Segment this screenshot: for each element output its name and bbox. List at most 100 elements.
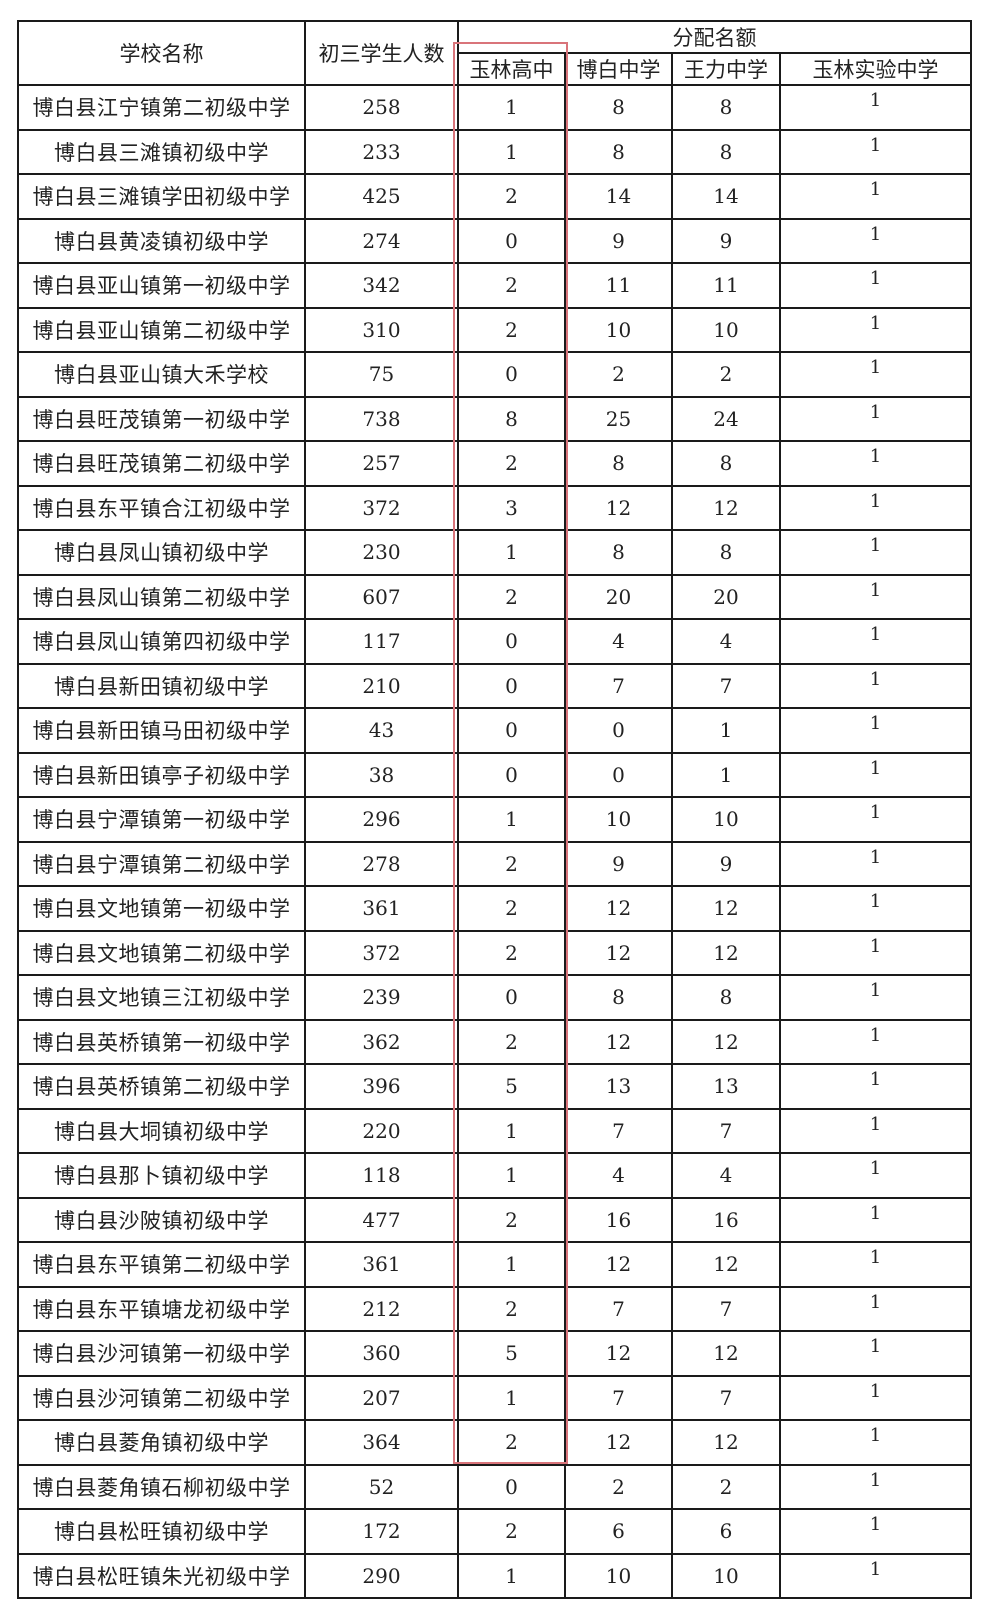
school-name: 博白县松旺镇朱光初级中学 xyxy=(17,1552,306,1599)
student-count: 210 xyxy=(304,662,459,709)
yulin-experimental-quota: 1 xyxy=(779,573,972,620)
school-name: 博白县旺茂镇第二初级中学 xyxy=(17,440,306,487)
table-row: 博白县东平镇合江初级中学 372 3 12 12 1 xyxy=(17,484,972,531)
yulin-experimental-quota: 1 xyxy=(779,1241,972,1288)
student-count: 361 xyxy=(304,885,459,932)
table-row: 博白县沙河镇第一初级中学 360 5 12 12 1 xyxy=(17,1330,972,1377)
yulin-experimental-quota: 1 xyxy=(779,662,972,709)
yulin-high-quota: 5 xyxy=(457,1330,566,1377)
student-count: 296 xyxy=(304,796,459,843)
wangli-middle-quota: 12 xyxy=(671,929,781,976)
bobai-middle-quota: 8 xyxy=(564,84,673,131)
school-name: 博白县三滩镇初级中学 xyxy=(17,128,306,175)
bobai-middle-quota: 8 xyxy=(564,440,673,487)
wangli-middle-quota: 9 xyxy=(671,840,781,887)
student-count: 230 xyxy=(304,529,459,576)
bobai-middle-quota: 6 xyxy=(564,1508,673,1555)
yulin-experimental-quota: 1 xyxy=(779,1374,972,1421)
student-count: 425 xyxy=(304,173,459,220)
yulin-experimental-quota: 1 xyxy=(779,1285,972,1332)
bobai-middle-quota: 20 xyxy=(564,573,673,620)
school-name: 博白县宁潭镇第一初级中学 xyxy=(17,796,306,843)
wangli-middle-quota: 12 xyxy=(671,1419,781,1466)
wangli-middle-quota: 7 xyxy=(671,1374,781,1421)
bobai-middle-quota: 12 xyxy=(564,1018,673,1065)
student-count: 361 xyxy=(304,1241,459,1288)
wangli-middle-quota: 20 xyxy=(671,573,781,620)
header-allocation: 分配名额 xyxy=(457,20,972,54)
school-name: 博白县那卜镇初级中学 xyxy=(17,1152,306,1199)
yulin-experimental-quota: 1 xyxy=(779,1107,972,1154)
wangli-middle-quota: 6 xyxy=(671,1508,781,1555)
student-count: 372 xyxy=(304,929,459,976)
header-wangli-middle: 王力中学 xyxy=(671,52,781,86)
bobai-middle-quota: 12 xyxy=(564,484,673,531)
wangli-middle-quota: 7 xyxy=(671,662,781,709)
table-row: 博白县旺茂镇第二初级中学 257 2 8 8 1 xyxy=(17,440,972,487)
wangli-middle-quota: 10 xyxy=(671,1552,781,1599)
wangli-middle-quota: 24 xyxy=(671,395,781,442)
bobai-middle-quota: 12 xyxy=(564,1330,673,1377)
yulin-high-quota: 1 xyxy=(457,529,566,576)
yulin-high-quota: 2 xyxy=(457,885,566,932)
school-name: 博白县黄凌镇初级中学 xyxy=(17,217,306,264)
yulin-high-quota: 1 xyxy=(457,84,566,131)
yulin-experimental-quota: 1 xyxy=(779,1419,972,1466)
school-name: 博白县松旺镇初级中学 xyxy=(17,1508,306,1555)
yulin-experimental-quota: 1 xyxy=(779,885,972,932)
student-count: 212 xyxy=(304,1285,459,1332)
school-name: 博白县江宁镇第二初级中学 xyxy=(17,84,306,131)
bobai-middle-quota: 12 xyxy=(564,1241,673,1288)
yulin-high-quota: 1 xyxy=(457,128,566,175)
table-row: 博白县凤山镇第四初级中学 117 0 4 4 1 xyxy=(17,618,972,665)
wangli-middle-quota: 12 xyxy=(671,484,781,531)
bobai-middle-quota: 7 xyxy=(564,1374,673,1421)
wangli-middle-quota: 8 xyxy=(671,128,781,175)
table-row: 博白县新田镇亭子初级中学 38 0 0 1 1 xyxy=(17,751,972,798)
yulin-experimental-quota: 1 xyxy=(779,1463,972,1510)
yulin-high-quota: 8 xyxy=(457,395,566,442)
school-name: 博白县沙陂镇初级中学 xyxy=(17,1196,306,1243)
yulin-high-quota: 2 xyxy=(457,1018,566,1065)
yulin-high-quota: 2 xyxy=(457,262,566,309)
student-count: 257 xyxy=(304,440,459,487)
student-count: 362 xyxy=(304,1018,459,1065)
school-name: 博白县沙河镇第一初级中学 xyxy=(17,1330,306,1377)
yulin-high-quota: 0 xyxy=(457,217,566,264)
table-row: 博白县英桥镇第二初级中学 396 5 13 13 1 xyxy=(17,1063,972,1110)
bobai-middle-quota: 14 xyxy=(564,173,673,220)
bobai-middle-quota: 4 xyxy=(564,618,673,665)
school-name: 博白县文地镇第二初级中学 xyxy=(17,929,306,976)
yulin-high-quota: 2 xyxy=(457,573,566,620)
school-name: 博白县英桥镇第一初级中学 xyxy=(17,1018,306,1065)
table-row: 博白县旺茂镇第一初级中学 738 8 25 24 1 xyxy=(17,395,972,442)
wangli-middle-quota: 16 xyxy=(671,1196,781,1243)
wangli-middle-quota: 13 xyxy=(671,1063,781,1110)
wangli-middle-quota: 11 xyxy=(671,262,781,309)
yulin-experimental-quota: 1 xyxy=(779,840,972,887)
bobai-middle-quota: 0 xyxy=(564,707,673,754)
school-name: 博白县东平镇第二初级中学 xyxy=(17,1241,306,1288)
bobai-middle-quota: 12 xyxy=(564,929,673,976)
student-count: 38 xyxy=(304,751,459,798)
wangli-middle-quota: 4 xyxy=(671,618,781,665)
student-count: 738 xyxy=(304,395,459,442)
bobai-middle-quota: 7 xyxy=(564,1285,673,1332)
wangli-middle-quota: 12 xyxy=(671,1018,781,1065)
school-name: 博白县凤山镇第四初级中学 xyxy=(17,618,306,665)
yulin-high-quota: 0 xyxy=(457,751,566,798)
yulin-high-quota: 1 xyxy=(457,1374,566,1421)
table-row: 博白县新田镇马田初级中学 43 0 0 1 1 xyxy=(17,707,972,754)
table-row: 博白县宁潭镇第一初级中学 296 1 10 10 1 xyxy=(17,796,972,843)
bobai-middle-quota: 8 xyxy=(564,128,673,175)
yulin-high-quota: 2 xyxy=(457,929,566,976)
student-count: 274 xyxy=(304,217,459,264)
bobai-middle-quota: 11 xyxy=(564,262,673,309)
school-name: 博白县凤山镇第二初级中学 xyxy=(17,573,306,620)
student-count: 607 xyxy=(304,573,459,620)
table-row: 博白县亚山镇第二初级中学 310 2 10 10 1 xyxy=(17,306,972,353)
student-count: 290 xyxy=(304,1552,459,1599)
bobai-middle-quota: 13 xyxy=(564,1063,673,1110)
yulin-high-quota: 1 xyxy=(457,1152,566,1199)
student-count: 239 xyxy=(304,974,459,1021)
